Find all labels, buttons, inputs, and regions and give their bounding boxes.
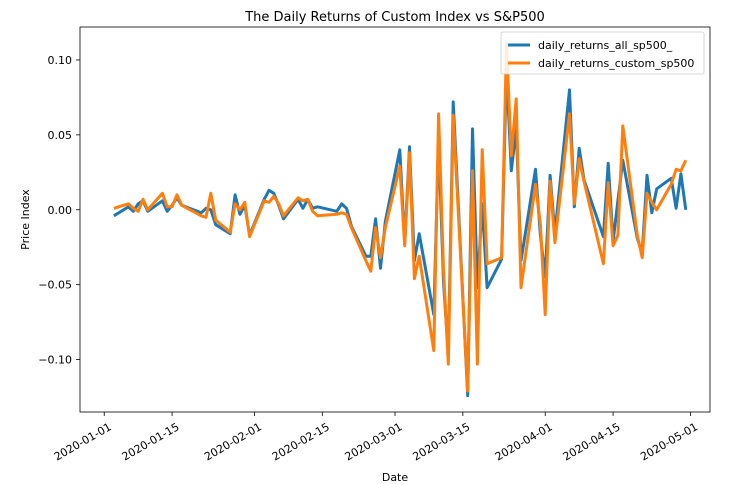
y-tick-label-1: −0.05 (38, 279, 72, 292)
x-tick-label-3: 2020-02-15 (270, 420, 332, 463)
legend-label-sp500: daily_returns_all_sp500_ (538, 39, 673, 52)
x-axis-label: Date (382, 471, 409, 484)
x-axis: 2020-01-01 2020-01-15 2020-02-01 2020-02-15… (52, 412, 700, 463)
plot-lines (113, 42, 688, 397)
x-tick-label-0: 2020-01-01 (52, 420, 114, 463)
x-tick-label-2: 2020-02-01 (202, 420, 264, 463)
x-tick-label-6: 2020-04-01 (493, 420, 555, 463)
x-tick-label-1: 2020-01-15 (120, 420, 182, 463)
legend: daily_returns_all_sp500_ daily_returns_c… (500, 31, 705, 75)
y-tick-label-2: 0.00 (48, 204, 73, 217)
x-tick-label-7: 2020-04-15 (561, 420, 623, 463)
y-axis: −0.10 −0.05 0.00 0.05 0.10 (38, 54, 80, 367)
y-axis-label: Price Index (19, 189, 32, 250)
y-tick-label-0: −0.10 (38, 354, 72, 367)
legend-label-custom: daily_returns_custom_sp500 (538, 57, 694, 70)
x-tick-label-8: 2020-05-01 (638, 420, 700, 463)
x-tick-label-5: 2020-03-15 (410, 420, 472, 463)
series-line-1 (113, 42, 688, 393)
x-tick-label-4: 2020-03-01 (343, 420, 405, 463)
y-tick-label-4: 0.10 (48, 54, 73, 67)
chart-title: The Daily Returns of Custom Index vs S&P… (244, 10, 545, 25)
series-line-0 (113, 67, 688, 397)
y-tick-label-3: 0.05 (48, 129, 73, 142)
legend-box (500, 31, 705, 75)
